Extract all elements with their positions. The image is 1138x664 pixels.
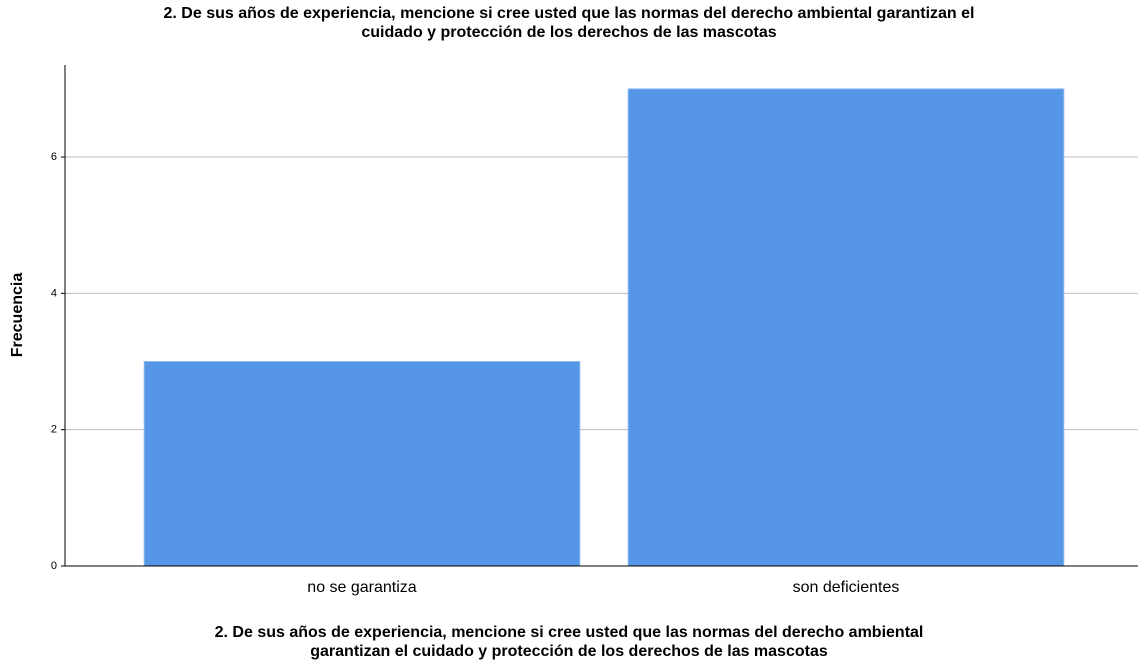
- chart-title: cuidado y protección de los derechos de …: [361, 24, 776, 41]
- bar: [143, 361, 581, 567]
- y-tick-label: 0: [51, 560, 57, 572]
- x-tick-label: son deficientes: [793, 579, 900, 596]
- y-tick-label: 2: [51, 424, 57, 436]
- y-tick-label: 4: [51, 287, 57, 299]
- chart-title: 2. De sus años de experiencia, mencione …: [164, 5, 975, 22]
- x-axis-label: 2. De sus años de experiencia, mencione …: [215, 624, 924, 641]
- x-tick-label: no se garantiza: [307, 579, 417, 596]
- bar: [627, 88, 1065, 567]
- y-tick-label: 6: [51, 151, 57, 163]
- x-axis-label: garantizan el cuidado y protección de lo…: [310, 643, 828, 660]
- y-axis-label: Frecuencia: [9, 273, 26, 358]
